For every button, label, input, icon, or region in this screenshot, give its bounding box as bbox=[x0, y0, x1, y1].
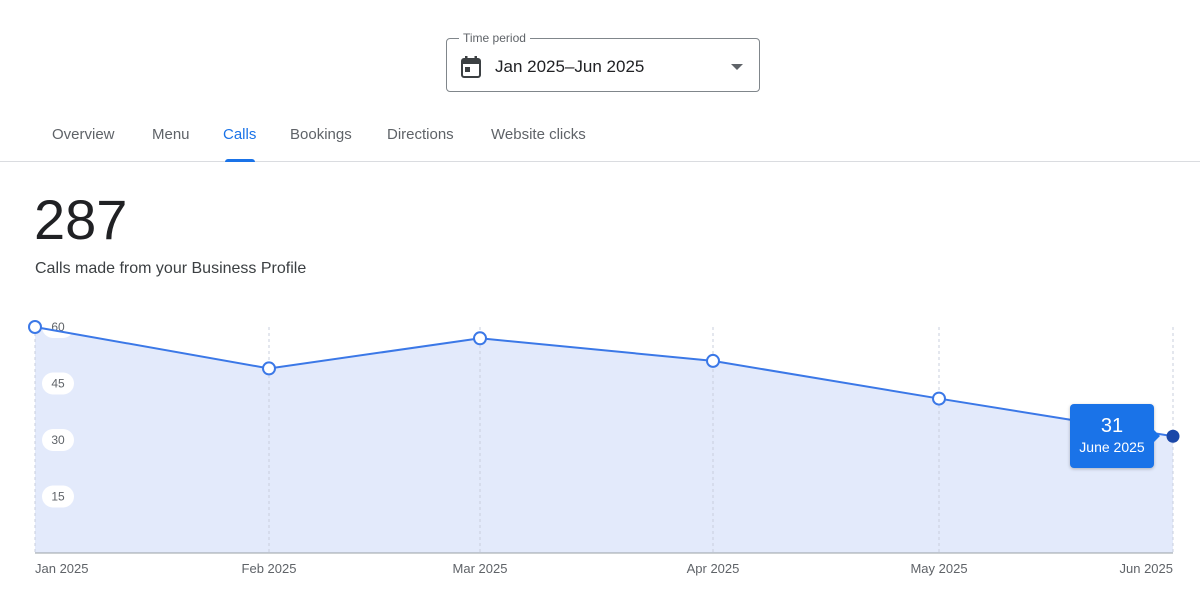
y-tick-background bbox=[42, 485, 74, 508]
time-period-legend: Time period bbox=[459, 30, 530, 46]
total-calls-value: 287 bbox=[34, 188, 128, 251]
y-tick-label: 15 bbox=[51, 490, 65, 504]
chart-tooltip: 31 June 2025 bbox=[1070, 404, 1160, 468]
chart-point bbox=[932, 391, 946, 406]
chart-point bbox=[28, 320, 42, 334]
time-period-select[interactable]: Time period Jan 2025–Jun 2025 bbox=[446, 30, 760, 92]
active-tab-indicator bbox=[225, 159, 255, 162]
y-tick-background bbox=[42, 372, 74, 395]
chart-area-fill bbox=[35, 327, 1173, 553]
time-period-value: Jan 2025–Jun 2025 bbox=[495, 57, 645, 76]
dropdown-arrow-icon[interactable] bbox=[731, 64, 743, 70]
tab-calls[interactable]: Calls bbox=[223, 126, 257, 143]
chart-point bbox=[706, 353, 720, 368]
x-tick-label: Jun 2025 bbox=[1120, 561, 1174, 576]
y-tick-label: 45 bbox=[51, 377, 65, 391]
x-tick-label: Mar 2025 bbox=[453, 561, 508, 576]
tooltip-value: 31 bbox=[1100, 415, 1124, 437]
x-tick-label: Feb 2025 bbox=[242, 561, 297, 576]
y-tick-background bbox=[42, 429, 74, 451]
tooltip-label: June 2025 bbox=[1079, 439, 1145, 455]
chart-series-line bbox=[34, 326, 1174, 438]
tab-bookings[interactable]: Bookings bbox=[290, 126, 352, 143]
chart-point bbox=[262, 361, 276, 376]
x-tick-label: Jan 2025 bbox=[35, 561, 89, 576]
x-tick-label: Apr 2025 bbox=[687, 561, 740, 576]
y-tick-label: 30 bbox=[51, 433, 65, 447]
calendar-icon bbox=[461, 56, 481, 78]
metrics-tab-bar: Overview Menu Calls Bookings Directions … bbox=[0, 110, 1200, 162]
x-tick-label: May 2025 bbox=[910, 561, 967, 576]
tab-menu[interactable]: Menu bbox=[152, 126, 190, 143]
total-calls-caption: Calls made from your Business Profile bbox=[35, 260, 307, 277]
tab-website-clicks[interactable]: Website clicks bbox=[491, 126, 586, 143]
tab-overview[interactable]: Overview bbox=[52, 126, 115, 143]
calls-chart: 60 45 30 15 Jan 2025 Feb 2025 Mar 2025 Apr 2025… bbox=[0, 300, 1200, 600]
chart-point bbox=[473, 331, 487, 346]
tab-directions[interactable]: Directions bbox=[387, 126, 454, 143]
chart-point-selected bbox=[1166, 429, 1180, 443]
